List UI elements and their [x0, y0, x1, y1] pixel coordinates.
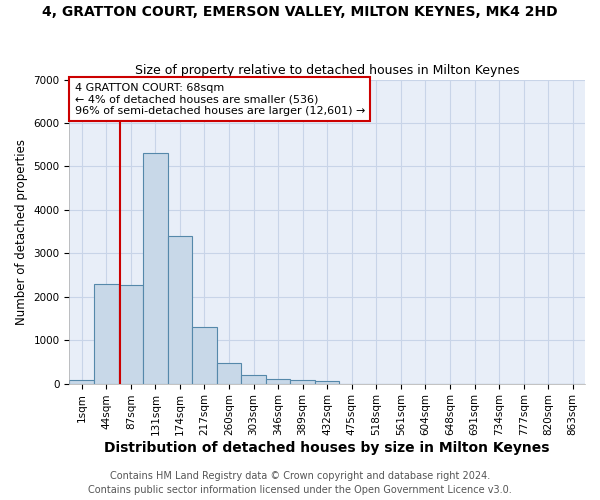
Text: 4 GRATTON COURT: 68sqm
← 4% of detached houses are smaller (536)
96% of semi-det: 4 GRATTON COURT: 68sqm ← 4% of detached …: [74, 82, 365, 116]
Bar: [266, 380, 290, 384]
Title: Size of property relative to detached houses in Milton Keynes: Size of property relative to detached ho…: [135, 64, 520, 77]
Text: 4, GRATTON COURT, EMERSON VALLEY, MILTON KEYNES, MK4 2HD: 4, GRATTON COURT, EMERSON VALLEY, MILTON…: [42, 5, 558, 19]
Bar: [217, 363, 241, 384]
Bar: [290, 380, 315, 384]
Bar: [192, 327, 217, 384]
Bar: [143, 154, 167, 384]
Bar: [167, 236, 192, 384]
X-axis label: Distribution of detached houses by size in Milton Keynes: Distribution of detached houses by size …: [104, 441, 550, 455]
Bar: [70, 380, 94, 384]
Text: Contains HM Land Registry data © Crown copyright and database right 2024.
Contai: Contains HM Land Registry data © Crown c…: [88, 471, 512, 495]
Bar: [119, 284, 143, 384]
Y-axis label: Number of detached properties: Number of detached properties: [15, 138, 28, 324]
Bar: [241, 376, 266, 384]
Bar: [315, 382, 340, 384]
Bar: [94, 284, 119, 384]
